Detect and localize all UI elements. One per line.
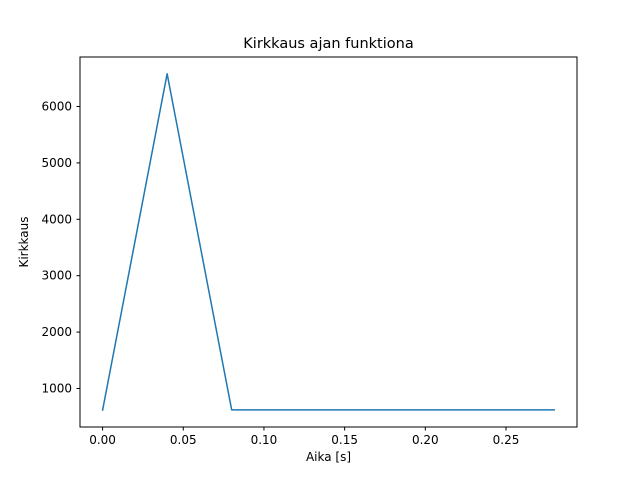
y-tick-label: 3000: [41, 269, 72, 283]
y-axis-label-text: Kirkkaus: [17, 216, 31, 268]
x-tick-label: 0.05: [170, 433, 197, 447]
x-tick-label: 0.25: [493, 433, 520, 447]
x-tick-label: 0.20: [412, 433, 439, 447]
x-tick-label: 0.00: [89, 433, 116, 447]
y-tick-label: 5000: [41, 156, 72, 170]
x-tick-label: 0.15: [331, 433, 358, 447]
y-tick-label: 4000: [41, 212, 72, 226]
axes-frame: [79, 56, 578, 428]
x-axis-label: Aika [s]: [305, 450, 352, 464]
x-tick-label: 0.10: [251, 433, 278, 447]
y-tick-label: 6000: [41, 100, 72, 114]
chart-title: Kirkkaus ajan funktiona: [243, 36, 414, 52]
data-line: [101, 73, 556, 411]
y-tick-label: 2000: [41, 325, 72, 339]
y-tick-label: 1000: [41, 381, 72, 395]
